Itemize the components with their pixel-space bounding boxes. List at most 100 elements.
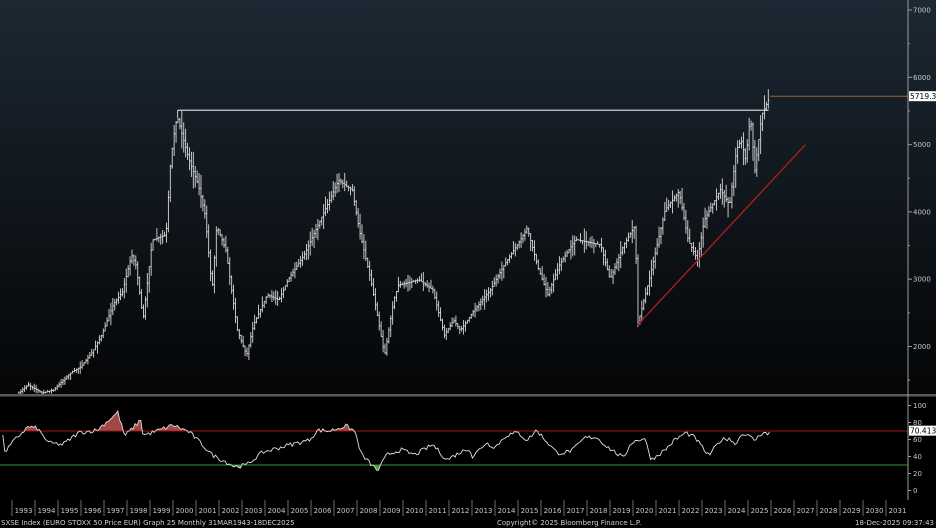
price-bar (33, 383, 36, 392)
price-bar (621, 246, 624, 256)
price-bar (21, 387, 24, 394)
price-bar (178, 117, 181, 130)
price-bar (661, 217, 664, 235)
footer-copyright: Copyright© 2025 Bloomberg Finance L.P. (497, 519, 641, 527)
price-bar (753, 139, 756, 174)
price-bar (334, 182, 337, 197)
price-bar (92, 349, 95, 358)
price-bar (299, 255, 302, 268)
price-bar (558, 256, 561, 275)
price-bar (408, 275, 411, 291)
price-bar (196, 170, 199, 184)
price-bar (247, 344, 250, 361)
price-bar (627, 232, 630, 242)
price-bar (456, 323, 459, 330)
x-tick-label: 1993 (15, 507, 33, 515)
price-bar (523, 228, 526, 241)
price-bar (489, 288, 492, 298)
price-bar (567, 248, 570, 254)
price-bar (481, 295, 484, 306)
price-bar (192, 151, 195, 189)
price-bar (83, 362, 86, 366)
price-bar (328, 191, 331, 211)
price-bar (422, 271, 425, 292)
price-bar (468, 316, 471, 323)
price-bar (236, 316, 239, 331)
price-bar (470, 313, 473, 319)
price-bar (585, 231, 588, 250)
price-bar (198, 173, 201, 196)
rsi-tick-label: 80 (913, 419, 922, 427)
price-bar (378, 311, 381, 331)
price-bar (406, 274, 409, 292)
price-bar (242, 335, 245, 348)
price-bar (157, 236, 160, 243)
price-bar (435, 291, 438, 311)
price-bar (502, 265, 505, 279)
price-bar (127, 265, 130, 278)
price-bar (324, 196, 327, 216)
price-bar (715, 188, 718, 211)
price-bar (677, 189, 680, 208)
x-tick-label: 2005 (291, 507, 309, 515)
y-tick-label: 5000 (913, 141, 931, 149)
y-tick-label: 3000 (913, 276, 931, 284)
price-bar (485, 289, 488, 303)
price-bar (631, 220, 634, 244)
panel-divider[interactable] (0, 394, 936, 397)
price-bar (173, 124, 176, 157)
price-bar (163, 231, 166, 237)
price-bar (546, 282, 549, 297)
axes: 2000 3000 4000 5000 6000 7000 0 20 40 60 80 100 1993… (11, 0, 931, 516)
rsi-tick-label: 0 (913, 487, 917, 495)
price-bar (184, 128, 187, 158)
price-bar (171, 147, 174, 169)
price-bar (351, 184, 354, 192)
price-bar (27, 381, 30, 387)
price-bar (493, 277, 496, 287)
price-bar (462, 320, 465, 335)
price-bar (136, 261, 139, 286)
price-bar (67, 373, 70, 380)
price-bar (201, 194, 204, 212)
price-bar (654, 247, 657, 269)
price-bar (347, 185, 350, 192)
price-bar (619, 241, 622, 269)
price-bar (362, 234, 365, 260)
price-bar (437, 300, 440, 317)
price-bar (736, 140, 739, 164)
price-bar (543, 274, 546, 286)
price-bar (704, 207, 707, 228)
price-bar (267, 293, 270, 298)
price-bar (115, 298, 118, 306)
price-bar (573, 235, 576, 256)
rsi-tick-label: 100 (913, 402, 926, 410)
price-bar (176, 118, 179, 124)
price-bar (226, 246, 229, 265)
x-tick-label: 1997 (107, 507, 125, 515)
price-bar (385, 337, 388, 356)
price-bar (263, 300, 266, 308)
price-bar (665, 197, 668, 212)
price-bar (393, 296, 396, 310)
price-bar (23, 385, 26, 393)
x-tick-label: 2016 (544, 507, 562, 515)
price-bar (725, 184, 728, 203)
x-tick-label: 2026 (774, 507, 792, 515)
price-bar (487, 287, 490, 301)
price-bar (535, 253, 538, 265)
price-bar (498, 268, 501, 279)
price-bar (479, 298, 482, 311)
price-bar (132, 254, 135, 266)
footer-timestamp: 18-Dec-2025 09:37:43 (855, 519, 934, 527)
price-bar (587, 241, 590, 247)
price-bar (330, 191, 333, 203)
price-bar (188, 147, 191, 171)
x-tick-label: 2018 (590, 507, 608, 515)
price-bar (713, 200, 716, 206)
price-bar (617, 253, 620, 272)
price-bar (750, 120, 753, 131)
price-bar (537, 259, 540, 271)
price-bar (272, 291, 275, 301)
price-bar (681, 187, 684, 211)
